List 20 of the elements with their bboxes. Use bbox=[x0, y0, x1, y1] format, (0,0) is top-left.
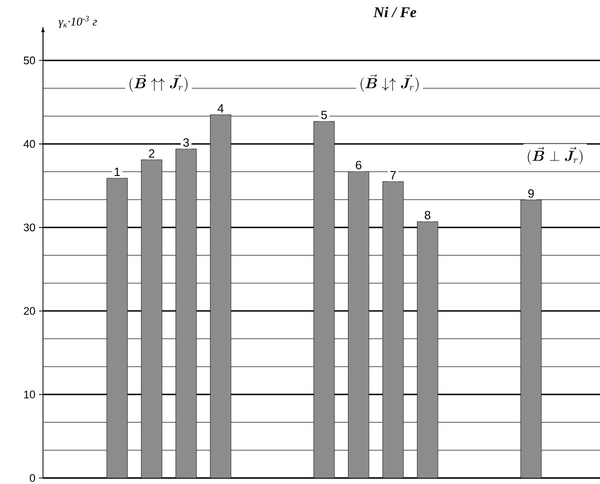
x-tick-label: 7 bbox=[390, 171, 396, 180]
x-tick-label: 2 bbox=[148, 149, 154, 158]
y-axis-title: γ$_{к}$·10$^{-3}$ г bbox=[58, 16, 97, 28]
annotation: $(\vec{\boldsymbol{B}}\uparrow\uparrow\vec{\boldsymbol{J}}_r)$ bbox=[130, 74, 188, 92]
x-tick-label: 6 bbox=[356, 160, 362, 170]
x-tick-label: 4 bbox=[218, 104, 224, 113]
y-tick-label: 50 bbox=[24, 56, 36, 64]
annotation: $(\vec{\boldsymbol{B}}\downarrow\uparrow\vec{\boldsymbol{J}}_r)$ bbox=[360, 74, 419, 92]
x-tick-label: 3 bbox=[183, 138, 189, 147]
x-tick-label: 8 bbox=[424, 210, 430, 220]
x-tick-label: 1 bbox=[114, 168, 120, 176]
x-tick-label: 9 bbox=[528, 189, 534, 198]
x-tick-label: 5 bbox=[321, 110, 327, 120]
y-tick-label: 30 bbox=[24, 224, 36, 232]
y-tick-label: 40 bbox=[24, 140, 36, 148]
y-tick-label: 20 bbox=[24, 307, 36, 315]
y-tick-label: 0 bbox=[30, 474, 36, 482]
annotation: $(\vec{\boldsymbol{B}}\perp\vec{\boldsymbol{J}}_r)$ bbox=[528, 146, 583, 164]
y-tick-label: 10 bbox=[24, 390, 36, 398]
chart-title: Ni / Fe bbox=[373, 6, 416, 18]
